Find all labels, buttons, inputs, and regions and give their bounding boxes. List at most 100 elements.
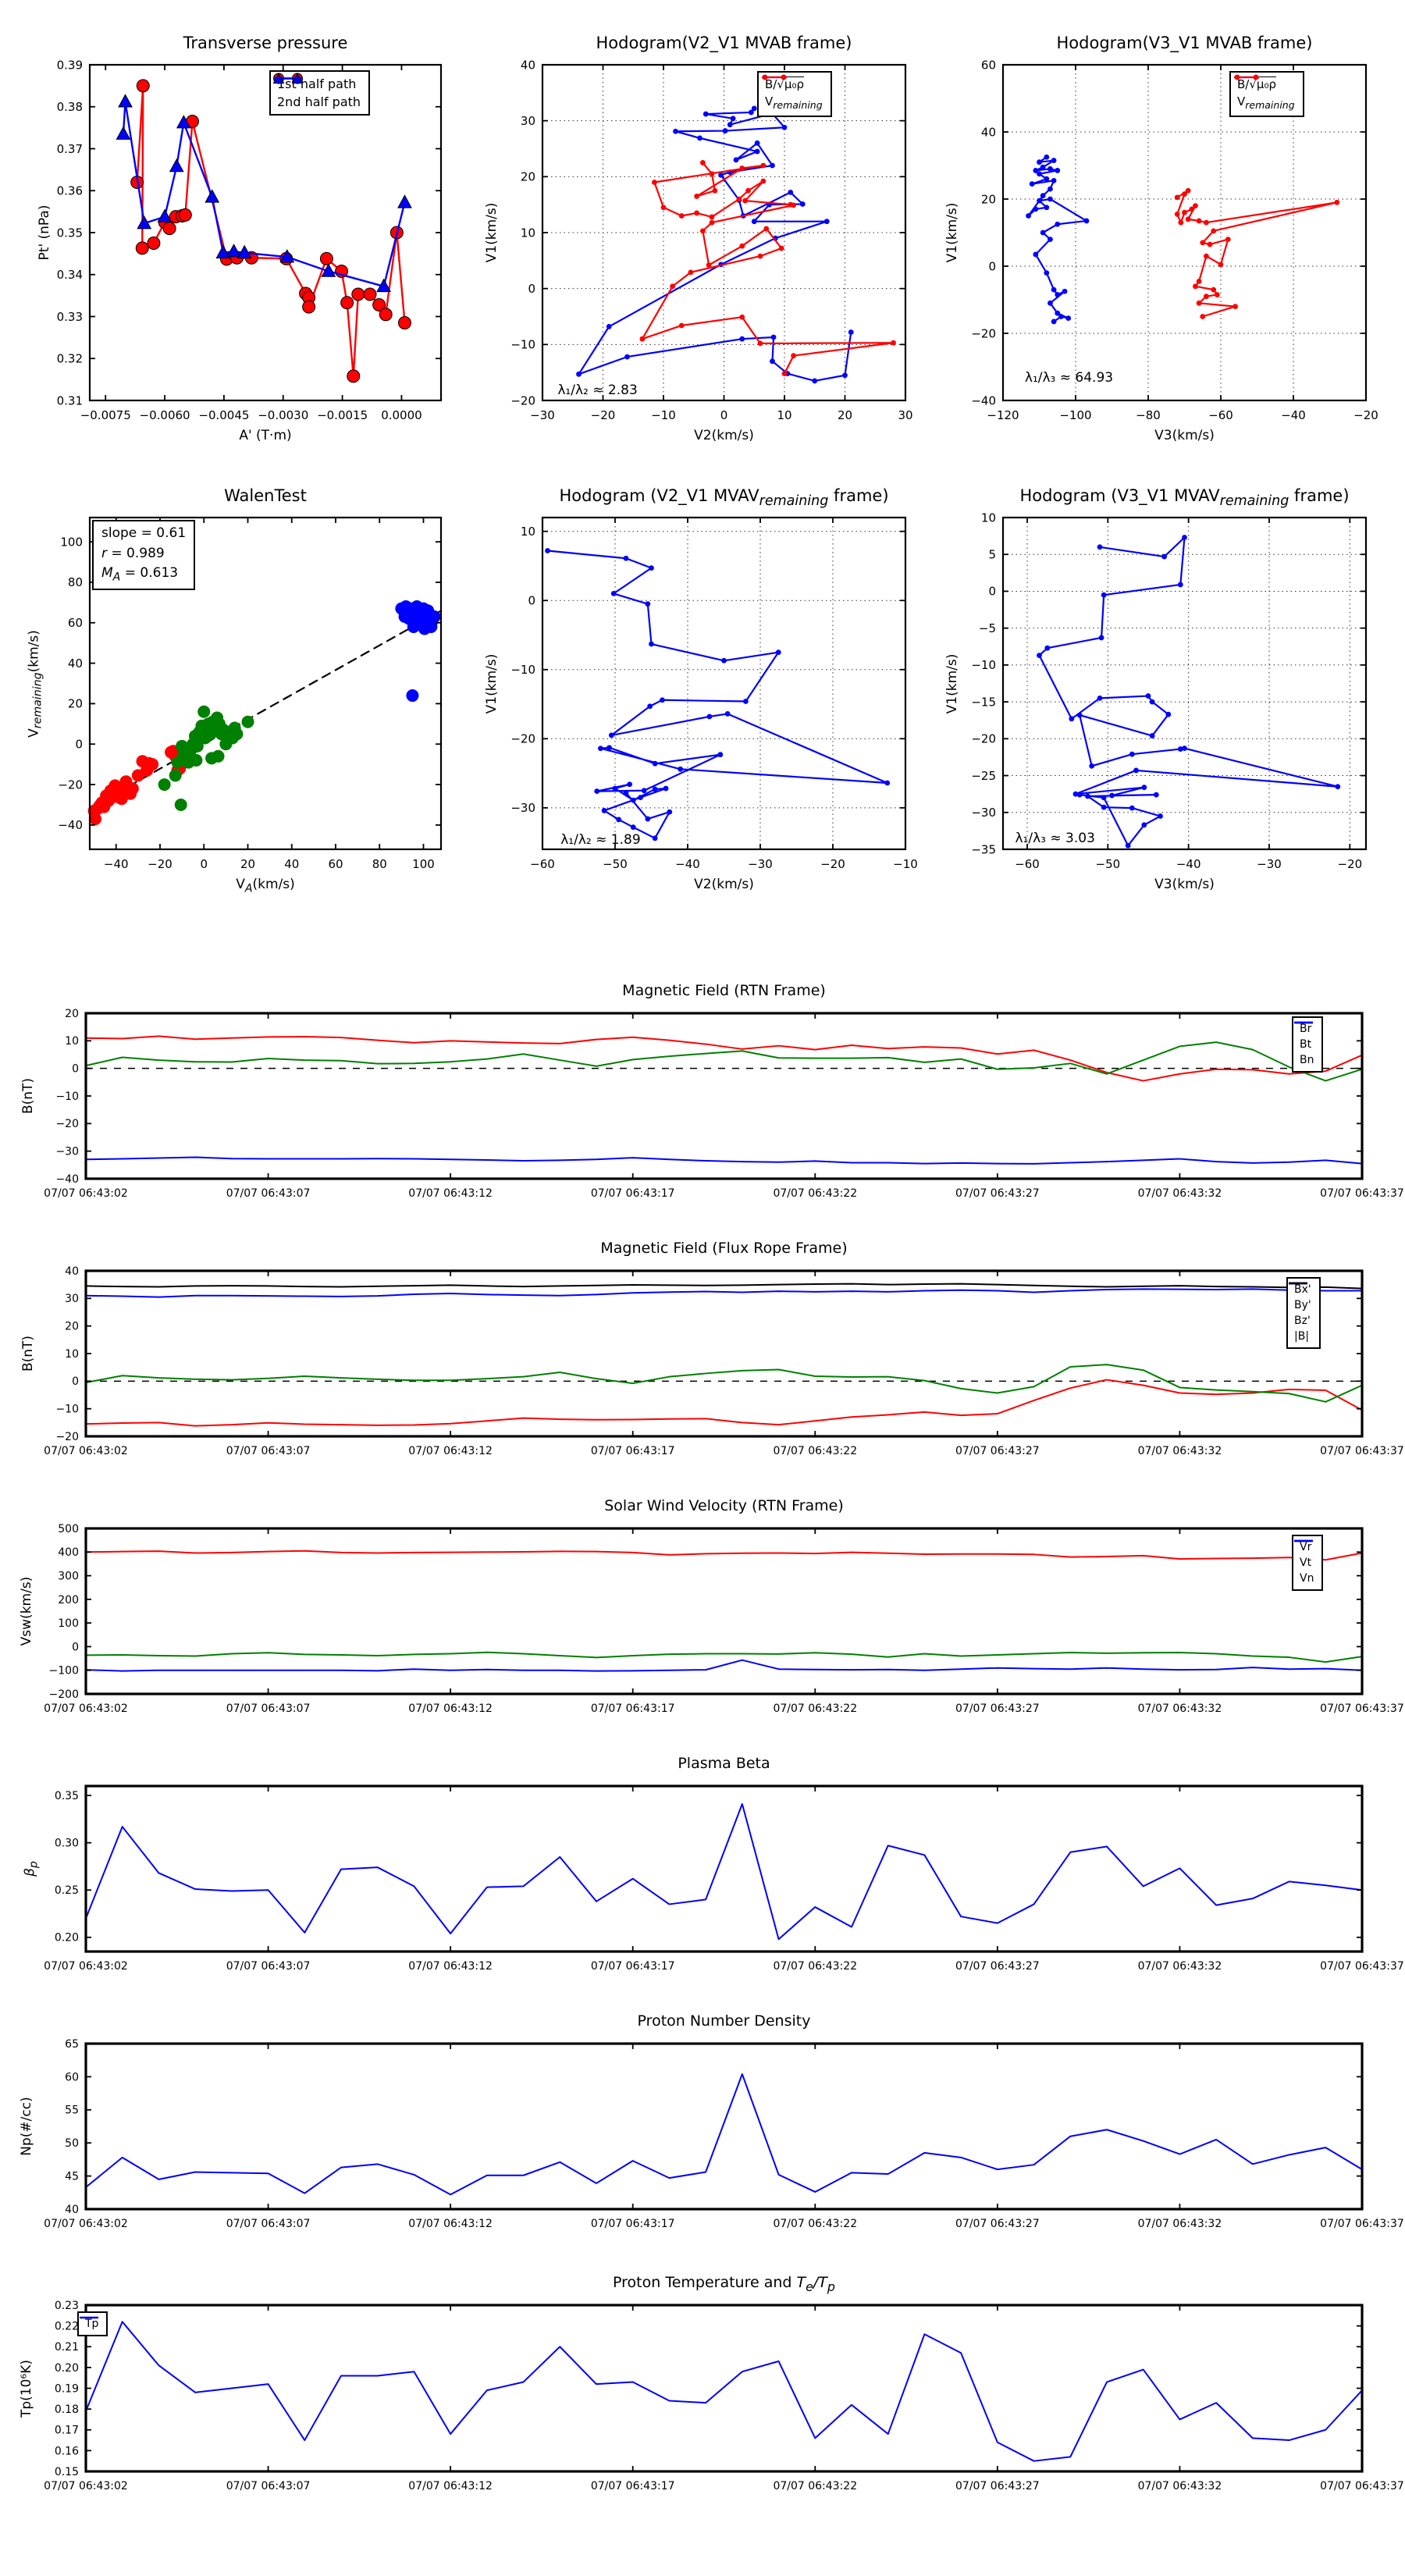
svg-text:10: 10 (981, 511, 996, 525)
svg-text:07/07 06:43:22: 07/07 06:43:22 (773, 1960, 857, 1973)
svg-text:0.22: 0.22 (55, 2321, 79, 2333)
svg-text:07/07 06:43:17: 07/07 06:43:17 (591, 1960, 675, 1973)
svg-text:0: 0 (72, 1375, 79, 1388)
svg-text:07/07 06:43:02: 07/07 06:43:02 (44, 1187, 128, 1200)
svg-text:07/07 06:43:02: 07/07 06:43:02 (44, 2480, 128, 2492)
svg-text:−200: −200 (49, 1688, 79, 1701)
x-axis-label: A' (T·m) (239, 428, 292, 443)
svg-text:−40: −40 (104, 857, 129, 871)
svg-text:07/07 06:43:22: 07/07 06:43:22 (773, 1445, 857, 1457)
svg-text:0: 0 (72, 1641, 79, 1653)
svg-text:−80: −80 (1136, 408, 1161, 422)
legend-label: B/√μ₀ρ (1237, 77, 1276, 91)
legend-label: |B| (1294, 1330, 1310, 1343)
svg-text:07/07 06:43:32: 07/07 06:43:32 (1138, 2480, 1222, 2492)
svg-text:07/07 06:43:07: 07/07 06:43:07 (226, 2480, 311, 2492)
svg-text:−0.0015: −0.0015 (317, 408, 368, 422)
svg-text:0: 0 (200, 857, 208, 871)
svg-text:0: 0 (75, 738, 83, 752)
svg-text:0.0000: 0.0000 (381, 408, 422, 422)
svg-text:50: 50 (65, 2137, 79, 2150)
plot-title: Hodogram(V2_V1 MVAB frame) (596, 34, 852, 52)
svg-text:65: 65 (65, 2038, 79, 2051)
svg-text:0.15: 0.15 (55, 2466, 79, 2478)
svg-text:0: 0 (988, 259, 996, 273)
svg-text:−20: −20 (55, 1431, 79, 1443)
svg-text:07/07 06:43:07: 07/07 06:43:07 (226, 1703, 311, 1715)
svg-text:07/07 06:43:07: 07/07 06:43:07 (226, 1960, 311, 1973)
legend-label: Vt (1300, 1557, 1312, 1569)
svg-text:100: 100 (412, 857, 435, 871)
legend: Tp (77, 2311, 108, 2336)
svg-text:−0.0075: −0.0075 (80, 408, 131, 422)
svg-text:07/07 06:43:02: 07/07 06:43:02 (44, 1703, 128, 1715)
svg-text:100: 100 (60, 535, 83, 549)
legend-label: Tp (85, 2318, 99, 2330)
svg-text:07/07 06:43:37: 07/07 06:43:37 (1320, 1960, 1404, 1973)
svg-text:0.39: 0.39 (57, 58, 83, 72)
svg-text:07/07 06:43:02: 07/07 06:43:02 (44, 1445, 128, 1457)
svg-text:07/07 06:43:37: 07/07 06:43:37 (1320, 1445, 1404, 1457)
svg-text:40: 40 (65, 1265, 79, 1278)
legend-line-swatch (1294, 1021, 1313, 1024)
svg-text:−25: −25 (971, 769, 996, 783)
plot-plasma-beta: 07/07 06:43:02 07/07 06:43:07 07/07 06:43:… (0, 1747, 1405, 1997)
svg-text:0.19: 0.19 (55, 2382, 79, 2395)
svg-text:20: 20 (68, 697, 83, 711)
plot-solar-wind-velocity: 07/07 06:43:02 07/07 06:43:07 07/07 06:43:… (0, 1489, 1405, 1739)
svg-text:07/07 06:43:32: 07/07 06:43:32 (1138, 1703, 1222, 1715)
plot-walen-test: −40 −20 0 20 40 60 80 100 −40 −20 0 20 40 60 80 100 Wale… (12, 475, 464, 923)
y-axis-label: Vremaining(km/s) (26, 629, 44, 738)
svg-text:0.16: 0.16 (55, 2445, 79, 2457)
svg-text:−40: −40 (1176, 857, 1201, 871)
svg-text:−10: −10 (55, 1404, 79, 1416)
svg-text:40: 40 (284, 857, 299, 871)
svg-text:07/07 06:43:07: 07/07 06:43:07 (226, 1187, 311, 1200)
svg-text:−20: −20 (510, 732, 535, 746)
legend-entry: Vremaining (1234, 74, 1295, 111)
chart-canvas: 07/07 06:43:02 07/07 06:43:07 07/07 06:43:… (44, 2300, 1404, 2492)
svg-text:07/07 06:43:27: 07/07 06:43:27 (955, 1960, 1040, 1973)
plot-title: Hodogram (V2_V1 MVAVremaining frame) (559, 486, 889, 510)
svg-text:07/07 06:43:27: 07/07 06:43:27 (955, 2218, 1040, 2230)
svg-text:−40: −40 (675, 857, 700, 871)
svg-text:07/07 06:43:07: 07/07 06:43:07 (226, 1445, 311, 1457)
legend-line-swatch (1289, 1282, 1307, 1285)
legend-label: Br (1300, 1023, 1312, 1035)
x-axis-label: V2(km/s) (694, 877, 754, 892)
svg-text:0: 0 (528, 594, 535, 608)
legend-label: 2nd half path (277, 94, 361, 109)
svg-text:0: 0 (528, 282, 535, 296)
svg-text:07/07 06:43:12: 07/07 06:43:12 (408, 2480, 493, 2492)
y-axis-label: Tp(10⁶K) (19, 2359, 34, 2418)
svg-text:07/07 06:43:27: 07/07 06:43:27 (955, 2480, 1040, 2492)
svg-text:07/07 06:43:22: 07/07 06:43:22 (773, 2480, 857, 2492)
legend-label: Bn (1300, 1054, 1314, 1066)
svg-text:10: 10 (65, 1348, 79, 1361)
svg-text:−20: −20 (510, 393, 535, 407)
plot-title: Plasma Beta (678, 1755, 770, 1772)
legend-line-swatch (1294, 1539, 1313, 1542)
svg-text:0.17: 0.17 (55, 2425, 79, 2437)
svg-text:−20: −20 (591, 408, 616, 422)
svg-text:−60: −60 (1015, 857, 1040, 871)
svg-text:−10: −10 (893, 857, 918, 871)
svg-text:07/07 06:43:02: 07/07 06:43:02 (44, 2218, 128, 2230)
svg-text:−10: −10 (510, 338, 535, 352)
chart-canvas: −0.0075 −0.0060 −0.0045 −0.0030 −0.0015 0.000… (57, 58, 443, 422)
legend-entry: Vn (1294, 1539, 1314, 1585)
svg-text:−30: −30 (510, 801, 535, 815)
svg-text:40: 40 (68, 656, 83, 671)
y-axis-label: V1(km/s) (944, 202, 960, 263)
svg-text:0.30: 0.30 (55, 1838, 79, 1850)
chart-canvas: −120 −100 −80 −60 −40 −20 −40 −20 0 20 40 60 (971, 58, 1378, 422)
svg-text:07/07 06:43:27: 07/07 06:43:27 (955, 1445, 1040, 1457)
svg-text:07/07 06:43:12: 07/07 06:43:12 (408, 1703, 493, 1715)
plot-title: Proton Number Density (637, 2012, 811, 2030)
legend: Vr Vt Vn (1292, 1535, 1324, 1591)
svg-text:0.18: 0.18 (55, 2403, 79, 2416)
svg-text:−20: −20 (820, 857, 845, 871)
plot-transverse-pressure: −0.0075 −0.0060 −0.0045 −0.0030 −0.0015 0.000… (12, 14, 464, 471)
svg-text:0.33: 0.33 (57, 310, 83, 324)
